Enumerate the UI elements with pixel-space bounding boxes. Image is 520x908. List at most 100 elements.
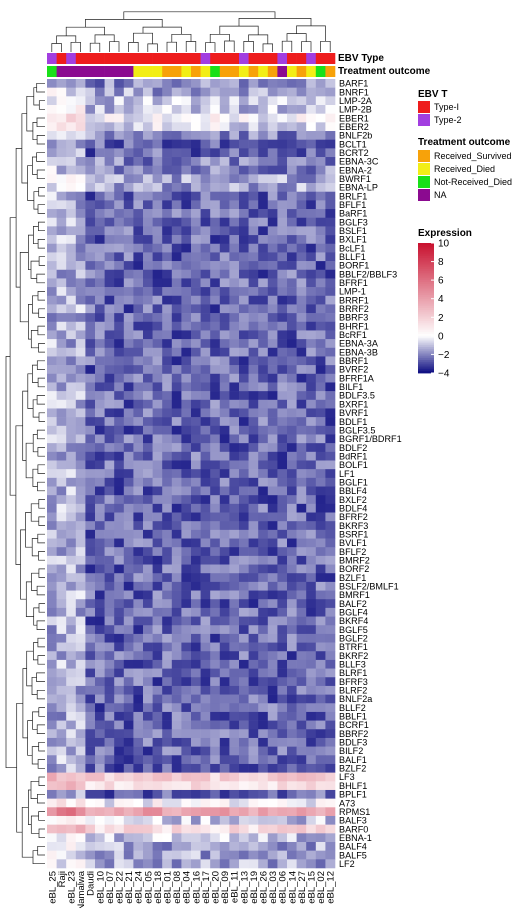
heatmap-cell — [325, 555, 336, 565]
heatmap-cell — [171, 105, 182, 114]
heatmap-cell — [325, 798, 336, 808]
heatmap-cell — [162, 347, 173, 357]
heatmap-cell — [277, 538, 288, 548]
heatmap-cell — [200, 313, 211, 323]
row-label: EBNA-3A — [339, 339, 379, 349]
heatmap-cell — [66, 148, 77, 158]
column-dendrogram-branch — [70, 41, 81, 52]
heatmap-cell — [85, 833, 96, 843]
heatmap-cell — [171, 668, 182, 678]
heatmap-cell — [296, 824, 307, 834]
row-dendrogram-branch — [27, 720, 33, 756]
heatmap-cell — [123, 339, 134, 349]
heatmap-cell — [123, 573, 134, 583]
heatmap-cell — [162, 685, 173, 695]
heatmap-cell — [114, 503, 125, 513]
heatmap-cell — [162, 113, 173, 123]
heatmap-cell — [114, 87, 125, 97]
heatmap-cell — [219, 174, 230, 184]
heatmap-cell — [277, 183, 288, 193]
heatmap-cell — [143, 174, 153, 184]
heatmap-cell — [248, 763, 259, 773]
heatmap-cell — [277, 313, 288, 323]
heatmap-cell — [171, 590, 182, 600]
heatmap-cell — [85, 477, 96, 487]
heatmap-cell — [325, 79, 336, 88]
heatmap-cell — [143, 469, 153, 479]
heatmap-cell — [315, 503, 326, 513]
heatmap-cell — [114, 486, 125, 496]
heatmap-cell — [306, 321, 317, 331]
column-dendrogram-branch — [320, 40, 331, 52]
heatmap-cell — [104, 113, 115, 123]
heatmap-cell — [315, 321, 326, 331]
heatmap-cell — [258, 798, 269, 808]
heatmap-cell — [277, 131, 288, 140]
heatmap-cell — [95, 555, 105, 565]
heatmap-cell — [277, 789, 288, 799]
heatmap-cell — [47, 538, 57, 548]
heatmap-cell — [75, 191, 86, 201]
heatmap-cell — [181, 252, 192, 262]
heatmap-cell — [56, 859, 67, 869]
heatmap-cell — [47, 417, 57, 427]
heatmap-cell — [162, 373, 173, 383]
heatmap-cell — [296, 737, 307, 747]
heatmap-cell — [210, 529, 221, 539]
heatmap-cell — [181, 373, 192, 383]
colorbar-segment — [418, 293, 434, 296]
heatmap-cell — [325, 443, 336, 453]
heatmap-cell — [306, 486, 317, 496]
heatmap-cell — [287, 642, 297, 652]
heatmap-cell — [75, 668, 86, 678]
heatmap-cell — [239, 824, 249, 834]
colorbar-segment — [418, 298, 434, 301]
row-dendrogram-branch — [26, 650, 34, 687]
heatmap-cell — [47, 477, 57, 487]
heatmap-cell — [219, 408, 230, 418]
heatmap-cell — [306, 711, 317, 721]
heatmap-cell — [104, 417, 115, 427]
heatmap-cell — [219, 746, 230, 756]
colorbar-segment — [418, 257, 434, 261]
heatmap-cell — [229, 599, 240, 609]
heatmap-cell — [95, 200, 105, 210]
heatmap-cell — [152, 850, 163, 860]
heatmap-cell — [296, 425, 307, 435]
heatmap-cell — [123, 685, 134, 695]
heatmap-cell — [315, 486, 326, 496]
colorbar-segment — [418, 363, 434, 366]
heatmap-cell — [123, 365, 134, 375]
heatmap-cell — [56, 96, 67, 106]
column-label: Daudi — [86, 871, 97, 896]
heatmap-cell — [143, 105, 153, 114]
heatmap-cell — [95, 148, 105, 158]
heatmap-cell — [287, 573, 297, 583]
heatmap-cell — [181, 633, 192, 643]
legend-expression-title: Expression — [418, 228, 472, 239]
heatmap-cell — [277, 573, 288, 583]
heatmap-cell — [287, 96, 297, 106]
heatmap-cell — [114, 841, 125, 851]
heatmap-cell — [152, 763, 163, 773]
heatmap-cell — [306, 798, 317, 808]
heatmap-cell — [85, 859, 96, 869]
heatmap-cell — [143, 356, 153, 366]
heatmap-cell — [133, 87, 144, 97]
heatmap-cell — [306, 625, 317, 635]
row-dendrogram-branch — [27, 165, 34, 201]
heatmap-cell — [75, 287, 86, 297]
row-label: BXRF1 — [339, 399, 368, 409]
heatmap-cell — [200, 330, 211, 340]
heatmap-cell — [267, 720, 278, 730]
heatmap-cell — [56, 729, 67, 739]
heatmap-cell — [95, 599, 105, 609]
heatmap-cell — [85, 339, 96, 349]
heatmap-cell — [171, 581, 182, 591]
heatmap-cell — [123, 477, 134, 487]
heatmap-cell — [306, 443, 317, 453]
heatmap-cell — [239, 573, 249, 583]
heatmap-cell — [239, 486, 249, 496]
heatmap-cell — [114, 607, 125, 617]
heatmap-cell — [47, 824, 57, 834]
